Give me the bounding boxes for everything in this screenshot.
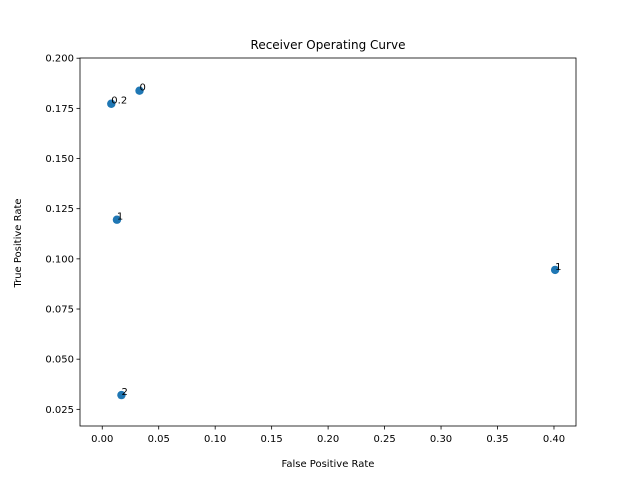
x-tick-label: 0.25 bbox=[373, 434, 395, 445]
data-point bbox=[117, 390, 126, 400]
x-tick-label: 0.30 bbox=[430, 434, 452, 445]
y-tick-label: 0.150 bbox=[45, 154, 74, 165]
plot-frame bbox=[79, 57, 577, 427]
x-tick-label: 0.00 bbox=[91, 434, 113, 445]
plot-area bbox=[79, 57, 577, 427]
y-tick-label: 0.075 bbox=[45, 305, 74, 316]
y-tick-label: 0.100 bbox=[45, 254, 74, 265]
point-label: 1 bbox=[555, 262, 561, 273]
x-tick-label: 0.40 bbox=[543, 434, 565, 445]
points-layer bbox=[107, 86, 560, 400]
chart-title: Receiver Operating Curve bbox=[251, 38, 406, 52]
x-tick-label: 0.10 bbox=[204, 434, 226, 445]
y-tick-label: 0.175 bbox=[45, 104, 74, 115]
x-tick-label: 0.35 bbox=[486, 434, 508, 445]
x-axis-label: False Positive Rate bbox=[282, 459, 375, 470]
y-tick-label: 0.025 bbox=[45, 405, 74, 416]
point-label: 0 bbox=[140, 83, 146, 94]
y-tick-label: 0.200 bbox=[45, 54, 74, 65]
y-axis: 0.025 0.050 0.075 0.100 0.125 0.150 0.175 0.200 bbox=[45, 54, 80, 416]
x-tick-label: 0.05 bbox=[148, 434, 170, 445]
y-tick-label: 0.050 bbox=[45, 355, 74, 366]
x-tick-label: 0.20 bbox=[317, 434, 339, 445]
data-point bbox=[107, 99, 116, 108]
x-tick-label: 0.15 bbox=[261, 434, 283, 445]
data-point bbox=[135, 86, 144, 95]
point-labels-layer: 0 0.2 1 1 2 bbox=[111, 83, 561, 398]
point-label: 2 bbox=[121, 387, 127, 398]
y-tick-label: 0.125 bbox=[45, 204, 74, 215]
data-point bbox=[550, 265, 560, 275]
data-point bbox=[112, 215, 122, 224]
x-axis: 0.00 0.05 0.10 0.15 0.20 0.25 0.30 0.35 0.40 bbox=[91, 426, 565, 445]
point-label: 1 bbox=[117, 212, 123, 223]
point-label: 0.2 bbox=[111, 96, 127, 107]
y-axis-label: True Positive Rate bbox=[13, 198, 24, 288]
